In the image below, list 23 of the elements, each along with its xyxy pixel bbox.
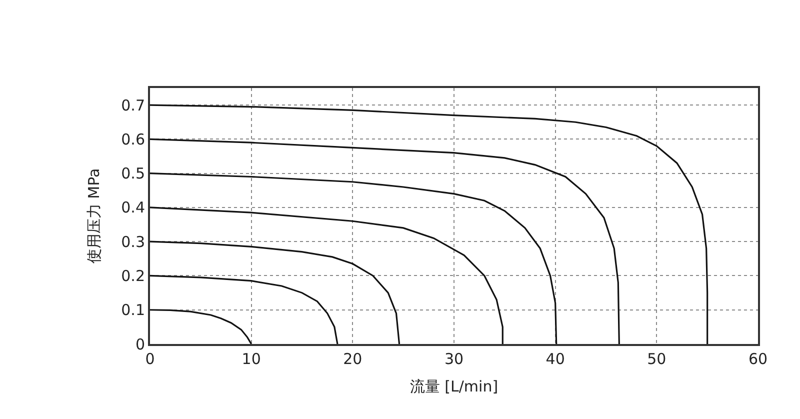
y-tick-label: 0 <box>135 335 145 354</box>
y-tick-label: 0.3 <box>121 232 145 251</box>
x-axis-title: 流量 [L/min] <box>410 378 498 396</box>
x-tick-label: 20 <box>343 350 362 368</box>
x-tick-label: 40 <box>546 350 565 368</box>
line-series <box>150 274 338 344</box>
line-series <box>150 309 252 344</box>
y-tick-label: 0.1 <box>121 301 145 320</box>
line-series <box>150 104 708 344</box>
x-tick-label: 10 <box>242 350 261 368</box>
y-tick-label: 0.5 <box>121 164 145 183</box>
x-tick-label: 30 <box>444 350 464 368</box>
y-axis-title: 使用压力 MPa <box>84 168 103 264</box>
y-tick-label: 0.6 <box>121 130 145 148</box>
line-series <box>150 206 504 344</box>
y-tick-label: 0.7 <box>121 96 145 114</box>
x-tick-label: 50 <box>647 350 666 368</box>
y-tick-label: 0.2 <box>121 266 145 285</box>
line-series <box>150 172 558 344</box>
line-series <box>150 138 620 344</box>
line-series <box>150 240 400 344</box>
x-tick-label: 60 <box>748 350 768 368</box>
y-tick-label: 0.4 <box>121 198 145 217</box>
